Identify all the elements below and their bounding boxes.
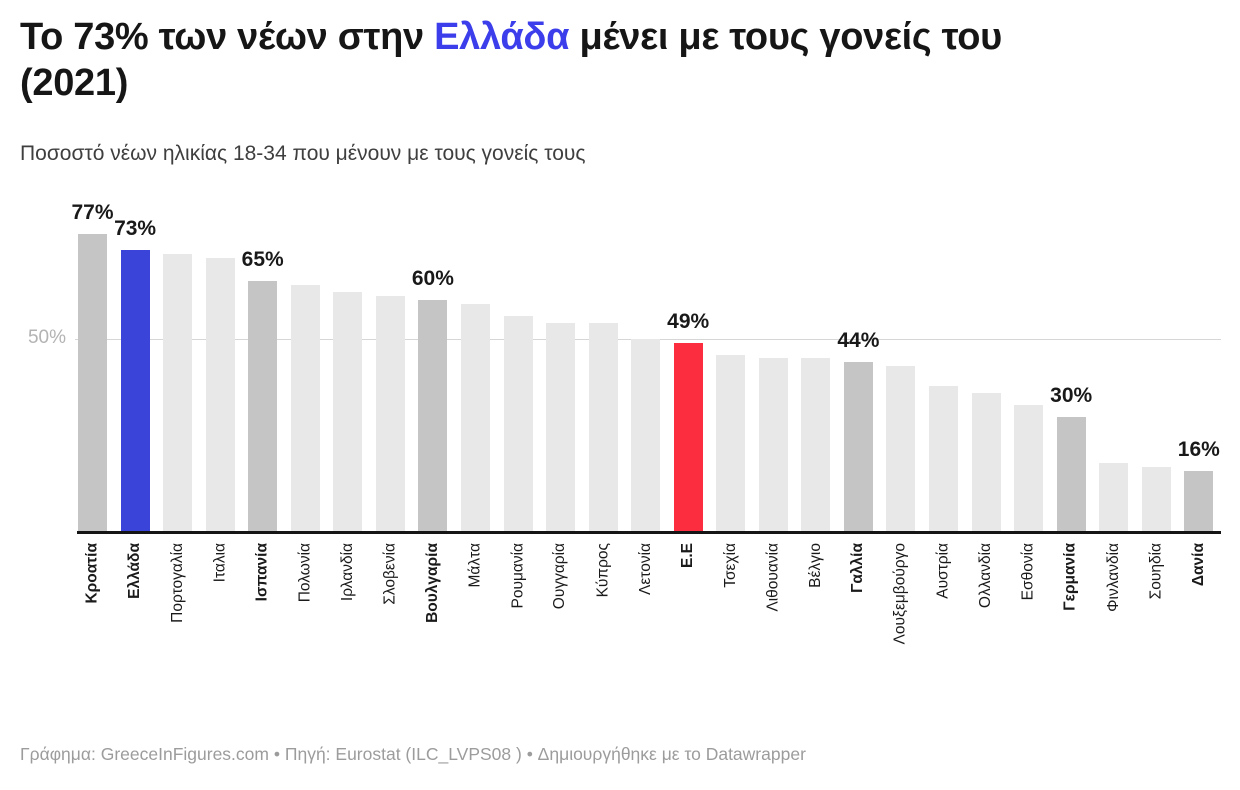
bar-value-label: 49%: [667, 310, 710, 333]
bar: [588, 323, 618, 533]
bar: [843, 362, 873, 533]
bar: [78, 234, 107, 533]
bar: [248, 281, 278, 533]
y-axis-tick-label: 50%: [27, 327, 66, 348]
bar: [460, 304, 490, 533]
bar: [1099, 463, 1129, 533]
bar: [205, 258, 235, 533]
bar-value-label: 65%: [241, 248, 284, 271]
x-axis-label: Ιταλια: [211, 543, 229, 583]
x-axis-label: Ε.Ε: [679, 543, 697, 568]
bar-value-label: 44%: [837, 329, 880, 352]
x-axis-label: Βουλγαρία: [423, 543, 441, 623]
bar: [1014, 405, 1044, 533]
x-axis-label: Σλοβενία: [381, 543, 399, 605]
bar: [886, 366, 916, 533]
bar: [631, 339, 661, 533]
x-axis-line: [77, 531, 1221, 534]
x-axis-label: Μάλτα: [466, 543, 484, 588]
title-line2: (2021): [20, 62, 129, 105]
x-axis-label: Τσεχία: [721, 543, 739, 588]
x-axis-label: Κροατία: [83, 543, 101, 604]
x-axis-label: Αυστρία: [934, 543, 952, 599]
x-axis-label: Γερμανία: [1062, 543, 1080, 611]
x-axis-label: Ολλανδία: [977, 543, 994, 609]
title-text-pre: Το 73% των νέων στην: [20, 16, 435, 58]
bar-value-label: 16%: [1177, 438, 1220, 461]
bar: [120, 250, 150, 533]
title-text-post: μένει με τους γονείς του: [569, 16, 1002, 58]
chart-footer-attribution: Γράφημα: GreeceInFigures.com • Πηγή: Eur…: [20, 744, 806, 764]
x-axis-label: Σουηδία: [1147, 543, 1165, 600]
x-axis-label: Ελλάδα: [126, 543, 143, 599]
x-axis-label: Λιθουανία: [764, 543, 782, 612]
x-axis-label: Εσθονία: [1019, 543, 1037, 601]
bar: [1184, 471, 1214, 533]
bar: [163, 254, 193, 533]
bar: [801, 358, 831, 533]
bar: [716, 355, 746, 533]
bar: [546, 323, 575, 533]
bar-value-label: 30%: [1050, 384, 1093, 407]
bar: [375, 296, 405, 533]
x-axis-label: Κύπρος: [594, 543, 612, 598]
bar: [1056, 417, 1086, 533]
x-axis-label: Ουγγαρία: [551, 543, 569, 610]
title-highlight-greece: Ελλάδα: [434, 16, 570, 58]
bar: [929, 386, 958, 533]
bar: [971, 393, 1001, 533]
x-axis-label: Βέλγιο: [806, 543, 824, 588]
x-axis-label: Δανία: [1189, 543, 1207, 587]
x-axis-label: Ισπανία: [253, 543, 271, 602]
x-axis-label: Λετονία: [636, 543, 654, 595]
bar: [1141, 467, 1171, 533]
chart-title: Το 73% των νέων στην Ελλάδα μένει με του…: [20, 14, 1225, 107]
x-axis-label: Φινλανδία: [1104, 543, 1122, 612]
bar-value-label: 73%: [114, 217, 157, 240]
x-axis-label: Λουξεμβούργο: [891, 543, 909, 645]
bar-value-label: 60%: [411, 267, 454, 290]
bar: [333, 292, 363, 533]
x-axis-label: Πορτογαλία: [168, 543, 186, 623]
x-axis-label: Ρουμανία: [509, 543, 526, 609]
x-axis-label: Γαλλία: [849, 543, 867, 593]
bar: [503, 316, 533, 533]
bar: [290, 285, 320, 533]
bar: [673, 343, 703, 533]
x-axis-label: Πολωνία: [296, 543, 314, 603]
bar: [418, 300, 448, 533]
chart-subtitle: Ποσοστό νέων ηλικίας 18-34 που μένουν με…: [20, 142, 586, 165]
bar-value-label: 77%: [71, 201, 114, 224]
x-axis-label: Ιρλανδία: [338, 543, 356, 602]
bar: [758, 358, 788, 533]
